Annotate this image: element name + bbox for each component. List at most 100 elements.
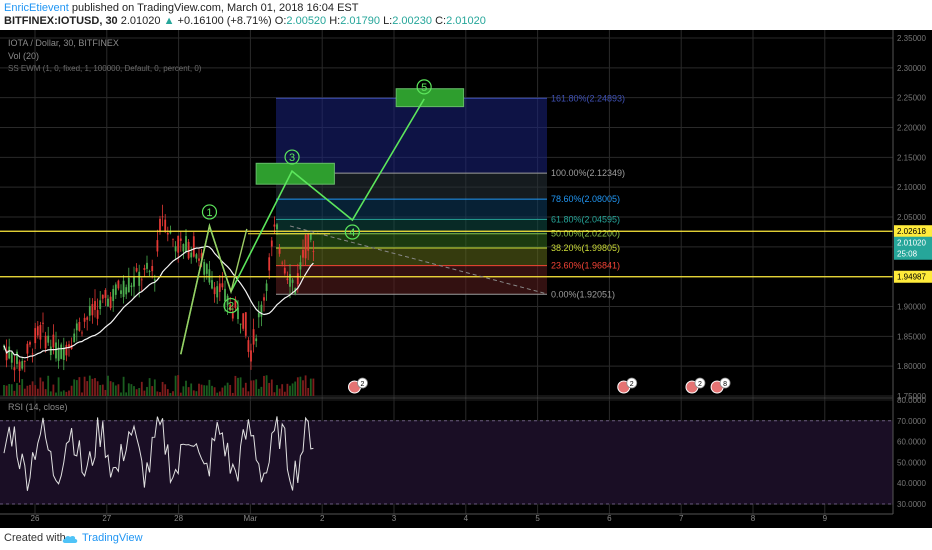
price-tick-label: 2.10000 bbox=[897, 183, 926, 192]
volume-bar bbox=[166, 389, 169, 396]
event-badge-count: 8 bbox=[723, 381, 727, 388]
candle-body bbox=[148, 271, 151, 273]
candle-body bbox=[174, 246, 177, 252]
indicator-legend: IOTA / Dollar, 30, BITFINEX Vol (20) SS … bbox=[8, 38, 202, 412]
volume-bar bbox=[263, 375, 265, 396]
candle-body bbox=[252, 329, 255, 345]
trend-line[interactable] bbox=[289, 225, 546, 294]
volume-bar bbox=[268, 382, 271, 396]
time-tick-label: 26 bbox=[31, 514, 40, 523]
volume-bar bbox=[260, 386, 263, 396]
volume-bar bbox=[120, 392, 122, 396]
candle-body bbox=[182, 244, 185, 252]
volume-bar bbox=[221, 387, 224, 396]
volume-bar bbox=[81, 392, 83, 396]
rsi-line bbox=[3, 416, 314, 491]
candle-body bbox=[229, 304, 232, 311]
drawing-overlay[interactable]: 1 2 3 4 5 2 2 2 8 bbox=[0, 79, 893, 394]
volume-bar bbox=[127, 383, 130, 396]
price-tag-label: 1.94987 bbox=[897, 273, 926, 282]
tradingview-brand[interactable]: TradingView bbox=[82, 532, 143, 544]
candle-body bbox=[31, 353, 34, 355]
candle-body bbox=[13, 367, 16, 371]
volume-bar bbox=[237, 377, 239, 396]
candle-body bbox=[159, 218, 161, 232]
candle-body bbox=[208, 269, 211, 283]
volume-bar bbox=[96, 381, 99, 396]
volume-bar bbox=[130, 384, 133, 396]
fib-level-label: 50.00%(2.02200) bbox=[551, 229, 620, 239]
fib-zone bbox=[276, 247, 547, 266]
candle-body bbox=[21, 361, 24, 369]
high-value: 2.01790 bbox=[340, 15, 380, 27]
volume-bar bbox=[304, 375, 307, 396]
candle-body bbox=[8, 346, 11, 359]
target-box[interactable] bbox=[395, 88, 465, 108]
volume-bar bbox=[44, 389, 47, 396]
price-tick-label: 2.30000 bbox=[897, 64, 926, 73]
volume-bar bbox=[135, 389, 138, 396]
rsi-tick-label: 80.0000 bbox=[897, 396, 926, 405]
moving-average-line bbox=[3, 245, 314, 359]
volume-bar bbox=[49, 391, 52, 396]
time-tick-label: 5 bbox=[535, 514, 540, 523]
volume-bar bbox=[177, 375, 180, 396]
candle-body bbox=[224, 288, 226, 302]
author-link[interactable]: EnricEtievent bbox=[4, 2, 69, 14]
candle-body bbox=[94, 301, 96, 310]
low-value: 2.00230 bbox=[392, 15, 433, 27]
wave-label-circle bbox=[416, 79, 432, 95]
candle-body bbox=[307, 233, 310, 251]
volume-bar bbox=[174, 375, 177, 396]
volume-bar bbox=[213, 387, 216, 396]
volume-bar bbox=[26, 385, 29, 396]
rsi-tick-label: 30.0000 bbox=[897, 500, 926, 509]
volume-bar bbox=[312, 378, 315, 396]
price-tag-label: 2.01020 bbox=[897, 239, 926, 248]
candle-body bbox=[234, 299, 237, 308]
volume-bar bbox=[208, 379, 211, 396]
wave-label-circle bbox=[344, 224, 360, 240]
candlesticks bbox=[3, 204, 315, 383]
candle-body bbox=[62, 347, 65, 360]
volume-bar bbox=[211, 385, 213, 396]
volume-bar bbox=[255, 379, 258, 396]
time-tick-label: Mar bbox=[244, 514, 258, 523]
candle-body bbox=[133, 277, 135, 287]
price-tick-label: 1.75000 bbox=[897, 392, 926, 401]
volume-bar bbox=[198, 383, 200, 396]
candle-body bbox=[286, 278, 289, 281]
candle-body bbox=[281, 262, 284, 264]
volume-bar bbox=[192, 390, 195, 396]
volume-bar bbox=[13, 390, 16, 396]
volume-bar bbox=[257, 388, 260, 396]
ohlc-line: BITFINEX:IOTUSD, 30 2.01020 ▲ +0.16100 (… bbox=[4, 15, 486, 27]
volume-bar bbox=[83, 376, 86, 396]
candle-body bbox=[99, 300, 102, 309]
legend-vol: Vol (20) bbox=[8, 51, 39, 61]
event-badge-count: 2 bbox=[630, 381, 634, 388]
candle-body bbox=[239, 323, 242, 325]
candle-body bbox=[104, 289, 107, 298]
rsi-tick-label: 40.0000 bbox=[897, 479, 926, 488]
time-tick-label: 7 bbox=[679, 514, 684, 523]
volume-bar bbox=[70, 385, 73, 396]
volume-bar bbox=[190, 383, 193, 396]
volume-bar bbox=[62, 390, 65, 396]
price-tick-label: 1.80000 bbox=[897, 362, 926, 371]
volume-bar bbox=[172, 391, 174, 396]
volume-bar bbox=[294, 381, 297, 396]
volume-bar bbox=[218, 391, 221, 396]
candle-body bbox=[187, 241, 190, 259]
event-badge-bubble bbox=[357, 377, 368, 389]
rsi-pane bbox=[0, 416, 893, 505]
candle-body bbox=[65, 344, 68, 356]
candle-body bbox=[179, 238, 182, 241]
price-tag bbox=[894, 247, 932, 260]
price-chart[interactable]: 161.80%(2.24893) 100.00%(2.12349) 78.60%(2… bbox=[0, 30, 932, 528]
price-tick-label: 1.90000 bbox=[897, 303, 926, 312]
volume-bar bbox=[78, 377, 81, 396]
volume-bar bbox=[307, 387, 310, 396]
wave-start-path[interactable] bbox=[180, 223, 248, 355]
volume-bar bbox=[242, 387, 245, 396]
